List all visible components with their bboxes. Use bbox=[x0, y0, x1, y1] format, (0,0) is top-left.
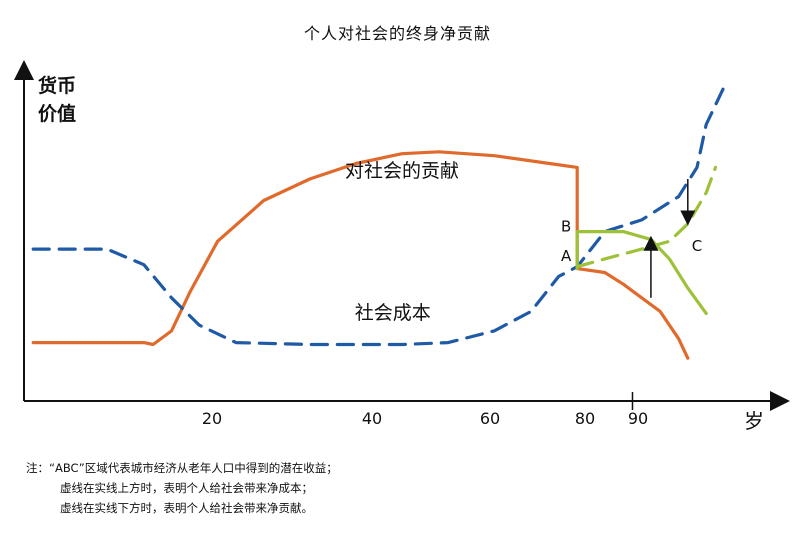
chart-annotation: B bbox=[561, 218, 571, 236]
x-tick-label: 80 bbox=[575, 409, 595, 428]
chart-title: 个人对社会的终身净贡献 bbox=[303, 24, 491, 43]
x-tick-label: 40 bbox=[362, 409, 382, 428]
x-tick-label: 20 bbox=[202, 409, 222, 428]
footnote-line-3: 虚线在实线下方时，表明个人给社会带来净贡献。 bbox=[60, 501, 313, 515]
chart-annotation: C bbox=[692, 237, 702, 255]
chart-annotation: 社会成本 bbox=[355, 302, 431, 324]
chart-footnote: 注：“ABC”区域代表城市经济从老年人口中得到的潜在收益； 虚线在实线上方时，表… bbox=[26, 458, 338, 518]
footnote-line-1: 注：“ABC”区域代表城市经济从老年人口中得到的潜在收益； bbox=[26, 461, 338, 475]
series-line-0 bbox=[31, 150, 690, 360]
x-axis-label: 岁 bbox=[744, 409, 764, 433]
series-line-1 bbox=[31, 84, 727, 347]
series-line-3 bbox=[575, 165, 718, 269]
y-axis-label: 货币 价值 bbox=[38, 75, 77, 125]
x-tick-label: 60 bbox=[480, 409, 500, 428]
chart-annotation: A bbox=[561, 247, 572, 265]
footnote-line-2: 虚线在实线上方时，表明个人给社会带来净成本； bbox=[60, 481, 313, 495]
x-tick-label: 90 bbox=[628, 409, 648, 428]
chart-annotation: 对社会的贡献 bbox=[345, 160, 459, 182]
